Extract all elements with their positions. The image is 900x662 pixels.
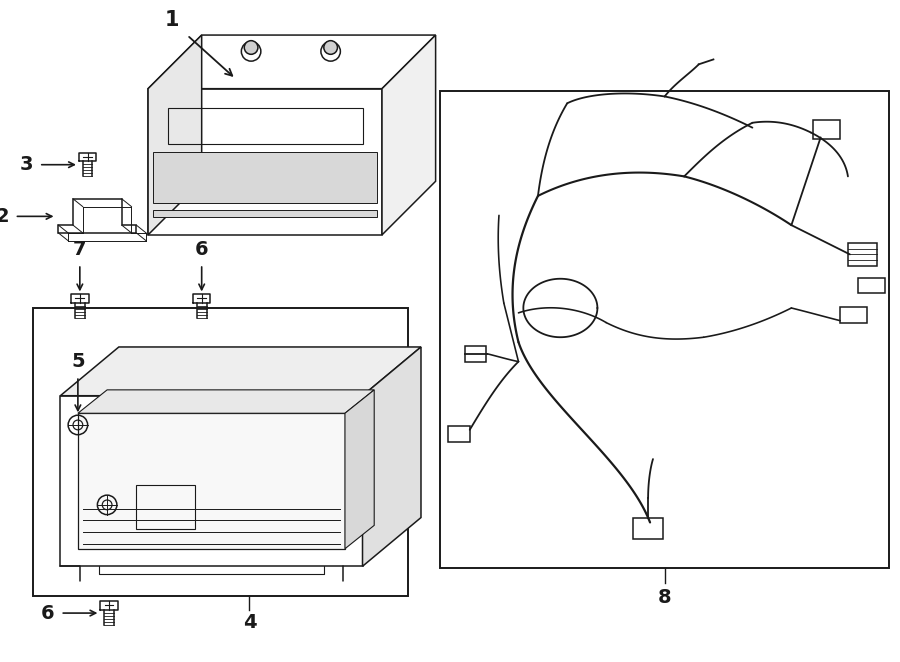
Polygon shape [58,199,137,233]
Polygon shape [148,35,436,89]
Polygon shape [78,413,345,549]
Bar [167,108,363,144]
Text: 8: 8 [658,588,671,607]
Bar [858,278,885,293]
Polygon shape [148,89,382,235]
Bar [634,518,662,539]
Bar [33,308,409,596]
Polygon shape [153,210,377,217]
Bar [840,307,868,322]
Bar [440,91,889,568]
Polygon shape [60,396,363,566]
Circle shape [244,40,258,54]
Polygon shape [382,35,436,235]
Bar [448,426,470,442]
Polygon shape [78,390,374,413]
Text: 7: 7 [73,240,86,259]
Bar [137,485,195,529]
Polygon shape [153,152,377,203]
Bar [848,243,878,266]
Bar [465,346,486,361]
Text: 1: 1 [166,11,180,30]
Text: 2: 2 [0,207,9,226]
Text: 4: 4 [243,613,256,632]
Polygon shape [148,35,202,235]
Polygon shape [345,390,374,549]
Circle shape [241,42,261,61]
Text: 5: 5 [71,352,85,371]
Text: 6: 6 [195,240,209,259]
Text: 3: 3 [20,155,33,174]
Polygon shape [363,347,421,566]
Bar [813,120,840,140]
Text: 6: 6 [40,604,55,622]
Circle shape [321,42,340,61]
Circle shape [324,40,338,54]
Polygon shape [60,347,421,396]
